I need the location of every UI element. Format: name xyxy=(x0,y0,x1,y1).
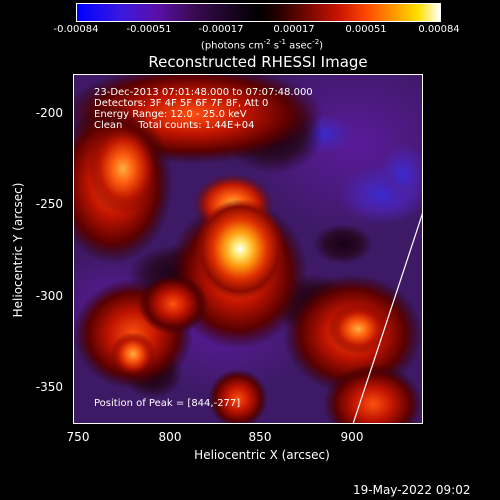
peak-position-text: Position of Peak = [844,-277] xyxy=(94,398,241,409)
colorbar xyxy=(76,3,441,22)
y-tick-label: -350 xyxy=(35,380,63,394)
x-axis-title: Heliocentric X (arcsec) xyxy=(194,448,330,462)
colorbar-tick: 0.00051 xyxy=(345,24,387,35)
colorbar-tick: 0.00017 xyxy=(273,24,315,35)
colorbar-tick: -0.00051 xyxy=(126,24,172,35)
colorbar-tick: -0.00084 xyxy=(53,24,99,35)
y-tick-label: -200 xyxy=(35,106,63,120)
timestamp-footer: 19-May-2022 09:02 xyxy=(353,483,471,497)
rhessi-image xyxy=(73,74,423,424)
energy-range-text: Energy Range: 12.0 - 25.0 keV xyxy=(94,109,247,120)
colorbar-unit-label: (photons cm-2 s-1 asec-2) xyxy=(200,38,324,52)
x-tick-label: 800 xyxy=(158,430,182,444)
y-axis-title: Heliocentric Y (arcsec) xyxy=(11,182,25,318)
colorbar-tick: 0.00084 xyxy=(418,24,460,35)
plot-frame xyxy=(73,74,423,424)
x-tick-label: 850 xyxy=(248,430,272,444)
y-tick-label: -300 xyxy=(35,289,63,303)
detectors-text: Detectors: 3F 4F 5F 6F 7F 8F, Att 0 xyxy=(94,98,269,109)
rhessi-image-canvas xyxy=(73,74,423,424)
image-title: Reconstructed RHESSI Image xyxy=(148,53,368,71)
x-tick-label: 900 xyxy=(340,430,364,444)
colorbar-tick: -0.00017 xyxy=(198,24,244,35)
x-tick-label: 750 xyxy=(66,430,90,444)
solar-limb-line xyxy=(352,211,423,424)
time-range-text: 23-Dec-2013 07:01:48.000 to 07:07:48.000 xyxy=(94,87,313,98)
clean-counts-text: Clean Total counts: 1.44E+04 xyxy=(94,120,255,131)
y-tick-label: -250 xyxy=(35,197,63,211)
